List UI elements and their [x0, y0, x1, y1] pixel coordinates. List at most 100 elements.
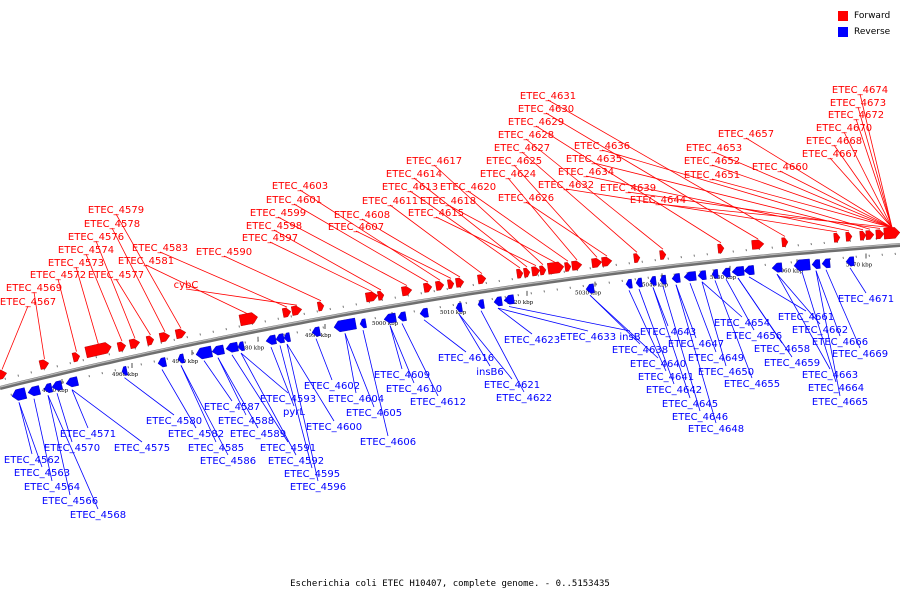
- forward-label-leader: [435, 216, 537, 266]
- reverse-gene: [585, 283, 595, 294]
- reverse-label: ETEC_4656: [726, 331, 782, 342]
- minor-tick: [790, 261, 792, 264]
- reverse-label-leader: [71, 389, 143, 443]
- forward-gene: [875, 229, 885, 240]
- minor-tick: [881, 253, 883, 256]
- minor-tick: [595, 283, 597, 286]
- reverse-label-leader: [748, 276, 807, 312]
- reverse-label: ETEC_4571: [60, 429, 116, 440]
- reverse-label: ETEC_4647: [668, 339, 724, 350]
- reverse-gene: [771, 262, 783, 273]
- reverse-label: ETEC_4600: [306, 422, 362, 433]
- forward-gene: [591, 258, 603, 269]
- forward-label: ETEC_4576: [68, 232, 124, 243]
- reverse-label: ETEC_4604: [328, 394, 384, 405]
- reverse-label-leader: [689, 282, 717, 353]
- reverse-label-leader: [423, 319, 467, 353]
- minor-tick: [192, 352, 194, 355]
- reverse-label: ETEC_4595: [284, 469, 340, 480]
- reverse-label: ETEC_4646: [672, 412, 728, 423]
- reverse-label: ETEC_4665: [812, 397, 868, 408]
- reverse-label-leader: [389, 325, 415, 384]
- forward-gene: [751, 239, 765, 250]
- forward-label-leader: [57, 278, 77, 352]
- minor-tick: [212, 330, 214, 333]
- forward-label: ETEC_4572: [30, 270, 86, 281]
- reverse-label-leader: [589, 294, 659, 359]
- minor-tick: [823, 241, 825, 245]
- reverse-label: ETEC_4645: [662, 399, 718, 410]
- scale-label: 5000 kbp: [372, 321, 399, 327]
- reverse-label: ETEC_4648: [688, 424, 744, 435]
- forward-label: ETEC_4581: [118, 256, 174, 267]
- minor-tick: [543, 290, 545, 293]
- forward-label-leader: [159, 251, 288, 308]
- reverse-gene: [649, 275, 657, 286]
- minor-tick: [537, 274, 539, 277]
- minor-tick: [374, 316, 376, 320]
- reverse-label-leader: [675, 284, 697, 339]
- minor-tick: [654, 259, 656, 262]
- forward-label: ETEC_4629: [508, 117, 564, 128]
- reverse-label: ETEC_4671: [838, 294, 894, 305]
- forward-label-leader: [593, 162, 864, 231]
- scale-label: 4970 kbp: [172, 359, 199, 365]
- reverse-label: ETEC_4570: [44, 443, 100, 454]
- minor-tick: [868, 254, 870, 257]
- reverse-label-leader: [458, 313, 491, 367]
- reverse-label-leader: [286, 343, 335, 422]
- forward-gene: [659, 250, 667, 260]
- forward-label-leader: [293, 203, 429, 283]
- forward-label-leader: [389, 204, 483, 274]
- reverse-gene: [659, 274, 667, 285]
- scale-label: 5020 kbp: [507, 300, 534, 306]
- reverse-label-leader: [801, 271, 837, 383]
- reverse-label-leader: [47, 395, 71, 496]
- scale-label: 4950 kbp: [42, 388, 69, 394]
- scale-label: 5050 kbp: [710, 275, 737, 281]
- forward-label: ETEC_4615: [408, 208, 464, 219]
- forward-label-leader: [779, 170, 893, 228]
- forward-gene: [833, 232, 841, 243]
- reverse-label-leader: [714, 280, 753, 379]
- minor-tick: [472, 283, 474, 287]
- reverse-label: ETEC_4563: [14, 468, 70, 479]
- forward-label-leader: [115, 213, 182, 329]
- genome-caption: Escherichia coli ETEC H10407, complete g…: [290, 579, 610, 589]
- reverse-gene: [211, 344, 225, 356]
- forward-label-leader: [1, 305, 29, 370]
- reverse-label: ETEC_4585: [188, 443, 244, 454]
- scale-label: 5070 kbp: [846, 263, 873, 269]
- minor-tick: [569, 286, 571, 289]
- reverse-label: ETEC_4606: [360, 437, 416, 448]
- forward-label: ETEC_4611: [362, 196, 418, 207]
- forward-label: ETEC_4598: [246, 221, 302, 232]
- minor-tick: [530, 292, 532, 295]
- minor-tick: [680, 256, 682, 259]
- reverse-label: ETEC_4649: [688, 353, 744, 364]
- forward-gene: [116, 341, 127, 352]
- forward-label-leader: [145, 264, 250, 315]
- forward-label-leader: [745, 137, 893, 228]
- reverse-gene: [225, 341, 239, 353]
- reverse-gene: [27, 385, 41, 397]
- reverse-gene: [333, 317, 357, 333]
- forward-label: ETEC_4583: [132, 243, 188, 254]
- forward-gene: [281, 307, 292, 318]
- forward-label-leader: [299, 189, 441, 281]
- reverse-label: ETEC_4610: [386, 384, 442, 395]
- reverse-gene: [11, 387, 28, 401]
- minor-tick: [62, 381, 64, 384]
- minor-tick: [303, 312, 305, 315]
- reverse-label: ETEC_4666: [812, 337, 868, 348]
- forward-label-leader: [361, 218, 461, 278]
- forward-label: ETEC_4627: [494, 143, 550, 154]
- reverse-label: ETEC_4582: [168, 429, 224, 440]
- minor-tick: [238, 325, 240, 328]
- forward-label: ETEC_4626: [498, 193, 554, 204]
- minor-tick: [797, 244, 799, 247]
- forward-label-leader: [433, 164, 544, 265]
- reverse-label: ETEC_4588: [218, 416, 274, 427]
- minor-tick: [641, 260, 643, 263]
- forward-label-leader: [585, 175, 850, 232]
